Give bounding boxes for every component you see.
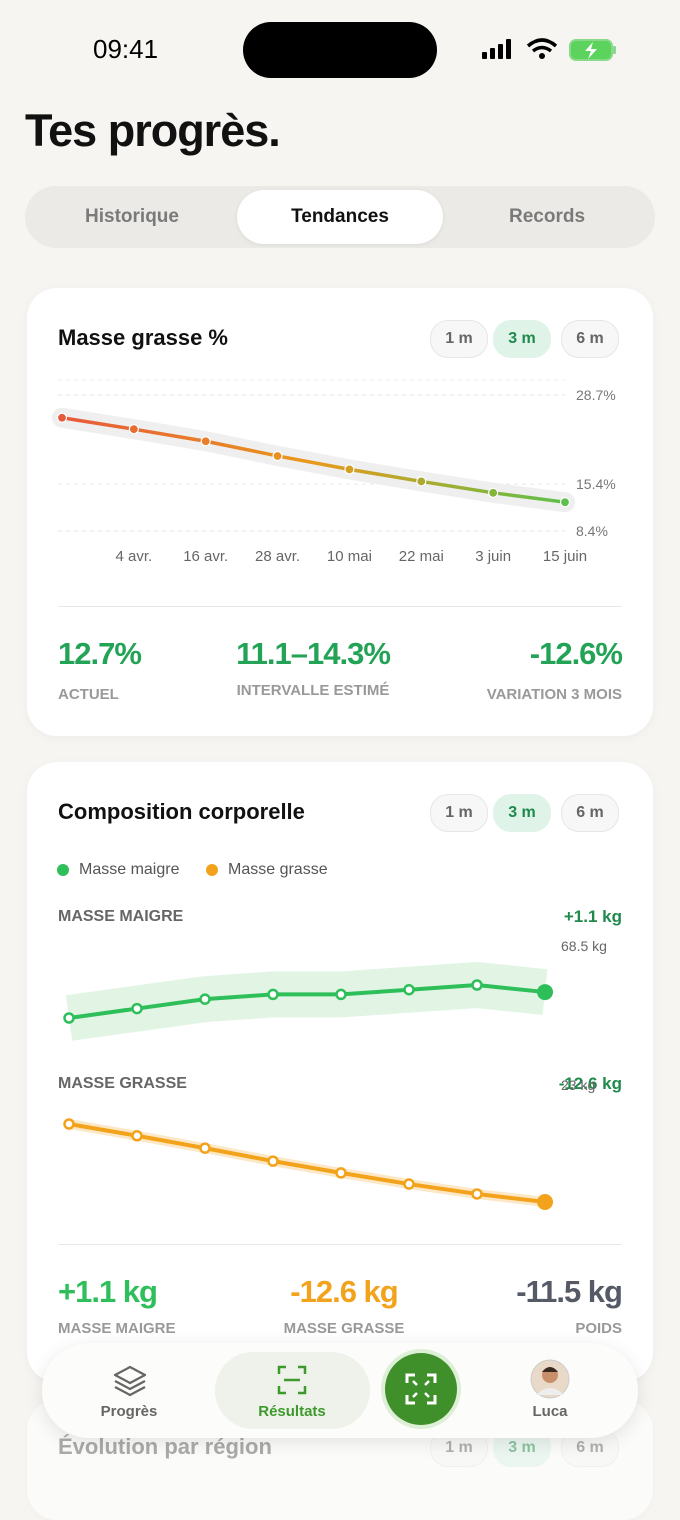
nav-label[interactable]: Progrès [100,1403,158,1420]
status-icons [482,38,616,61]
x-tick-label: 3 juin [475,548,511,565]
line [61,416,566,504]
point [335,988,347,1001]
range-button[interactable]: 1 m [430,320,488,358]
card [27,288,653,736]
range-button[interactable]: 6 m [561,320,619,358]
point [559,497,571,508]
stat-value: 12.7% [58,636,142,671]
point [344,464,355,475]
scan-button[interactable] [375,1343,467,1435]
point [272,450,283,462]
nav-icon [113,1365,147,1397]
point [267,1155,279,1167]
clock: 09:41 [93,34,159,64]
point [131,1130,143,1142]
avatar[interactable] [530,1359,570,1399]
page-title: Tes progrès. [25,105,281,156]
nav-label[interactable]: Luca [532,1403,568,1420]
stat-label: ACTUEL [58,686,119,703]
point [128,424,139,435]
nav-active-bg [215,1352,370,1429]
x-tick-label: 16 avr. [183,548,228,565]
charts: 28.7% 15.4% 8.4% 4 avr. 16 avr. 28 avr. 10 mai… [52,379,616,1210]
range-button-active[interactable]: 3 m [493,320,551,358]
stat-value: 11.1–14.3% [236,636,391,671]
value-label: 68.5 kg [561,938,607,954]
stat-label: MASSE MAIGRE [58,1320,176,1337]
legend-label: Masse maigre [79,861,180,878]
point [335,1167,347,1179]
card-title: Masse grasse % [58,325,228,350]
card [27,762,653,1382]
legend-swatch [206,864,218,876]
value-label: 23 kg [561,1077,595,1093]
legend-label: Masse grasse [228,861,328,878]
y-tick-label: 28.7% [576,387,616,403]
stat-value: -12.6% [529,636,623,671]
point [403,1178,415,1190]
stat-label: VARIATION 3 MOIS [486,686,622,703]
point [537,984,553,1001]
chart-title: MASSE GRASSE [58,1075,187,1092]
nav-label[interactable]: Résultats [258,1403,326,1420]
y-tick-label: 8.4% [576,523,608,539]
legend-swatch [57,864,69,876]
stat-label: INTERVALLE ESTIMÉ [236,682,390,699]
tab[interactable]: Historique [85,206,179,227]
x-tick-label: 28 avr. [255,548,300,565]
point [63,1118,75,1130]
divider [58,606,622,607]
point [200,436,211,447]
card-title: Évolution par région [58,1434,272,1459]
tab[interactable]: Records [508,206,586,227]
x-tick-label: 4 avr. [116,548,153,565]
point [199,1142,211,1154]
card-title: Composition corporelle [58,799,305,824]
annotation: +1.1 kg [563,907,622,926]
page: 09:41 Tes progrès. Historique Tendances … [25,22,655,1467]
range-button[interactable]: 6 m [561,794,619,832]
point [199,993,211,1005]
point [416,476,427,487]
annotation: -12.6 kg [558,1074,622,1093]
y-tick-label: 15.4% [576,476,616,492]
line [67,983,547,1020]
point [537,1194,553,1210]
point [471,1188,483,1200]
stat-label: POIDS [575,1320,622,1337]
range-button-active[interactable]: 3 m [493,794,551,832]
point [63,1012,75,1024]
stat-value: -11.5 kg [516,1274,623,1309]
tab-active[interactable]: Tendances [291,206,389,227]
point [131,1002,143,1015]
line [67,1122,547,1204]
dynamic-island [243,22,437,78]
point [403,983,415,996]
x-tick-label: 15 juin [543,548,587,565]
point [267,988,279,1001]
x-tick-label: 22 mai [399,548,444,565]
point [56,412,68,423]
nav-icon [277,1365,307,1395]
point [471,979,483,991]
divider [58,1244,622,1245]
stat-value: -12.6 kg [290,1274,398,1309]
active-tab-bg [237,190,443,244]
stat-value: +1.1 kg [58,1274,158,1309]
point [488,487,499,498]
range-button[interactable]: 1 m [430,794,488,832]
x-tick-label: 10 mai [327,548,372,565]
stat-label: MASSE GRASSE [283,1320,405,1337]
chart-title: MASSE MAIGRE [58,908,184,925]
